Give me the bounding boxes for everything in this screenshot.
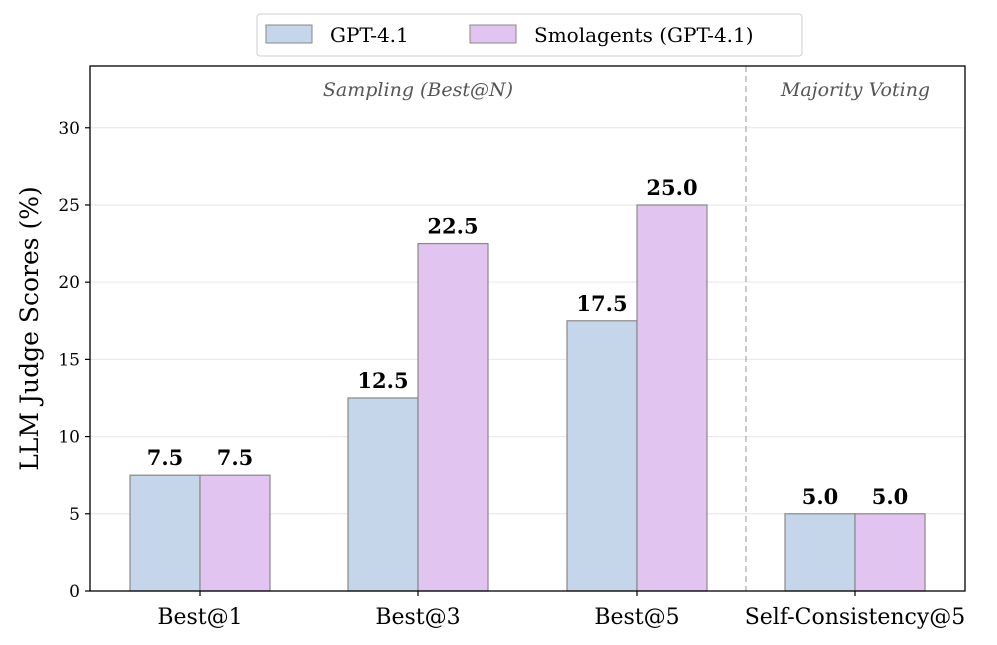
legend-swatch-gpt41 [265, 24, 313, 44]
region-label-majority-voting: Majority Voting [780, 79, 930, 101]
region-label-sampling: Sampling (Best@N) [323, 79, 513, 101]
legend-swatch-smolagents [469, 24, 517, 44]
y-tick-label: 10 [58, 428, 80, 448]
bar-smolagents [199, 474, 271, 592]
bar-gpt41 [566, 320, 638, 592]
plot-frame [89, 65, 966, 592]
bar-smolagents [636, 204, 708, 592]
y-axis-ticks: 0 5 10 15 20 25 30 [58, 119, 90, 602]
bar-value-label: 12.5 [357, 368, 408, 393]
bar-value-label: 22.5 [427, 214, 478, 239]
bar-gpt41 [784, 513, 856, 592]
legend-label-gpt41: GPT-4.1 [330, 23, 409, 47]
bar-gpt41 [347, 397, 419, 592]
legend: GPT-4.1 Smolagents (GPT-4.1) [256, 13, 803, 57]
x-tick-label: Best@3 [375, 605, 460, 630]
x-tick-label: Best@1 [157, 605, 242, 630]
data-labels: 7.5 7.5 12.5 22.5 17.5 25.0 5.0 5.0 [147, 175, 909, 509]
x-tick-label: Best@5 [594, 605, 679, 630]
x-axis-ticks: Best@1 Best@3 Best@5 Self-Consistency@5 [157, 591, 965, 630]
bar-smolagents [854, 513, 926, 592]
legend-label-smolagents: Smolagents (GPT-4.1) [534, 23, 754, 47]
bar-gpt41 [129, 474, 201, 592]
legend-box [256, 13, 803, 57]
y-tick-label: 0 [69, 582, 80, 602]
bar-value-label: 5.0 [872, 484, 909, 509]
y-axis-label: LLM Judge Scores (%) [15, 186, 44, 471]
y-tick-label: 5 [69, 505, 80, 525]
bar-value-label: 7.5 [147, 445, 184, 470]
x-tick-label: Self-Consistency@5 [745, 605, 966, 630]
y-tick-label: 30 [58, 119, 80, 139]
bar-value-label: 17.5 [576, 291, 627, 316]
bar-value-label: 7.5 [217, 445, 254, 470]
bars [129, 204, 926, 592]
bar-value-label: 25.0 [646, 175, 697, 200]
y-tick-label: 20 [58, 273, 80, 293]
bar-value-label: 5.0 [802, 484, 839, 509]
y-tick-label: 15 [58, 350, 80, 370]
y-tick-label: 25 [58, 196, 80, 216]
bar-smolagents [417, 242, 489, 592]
